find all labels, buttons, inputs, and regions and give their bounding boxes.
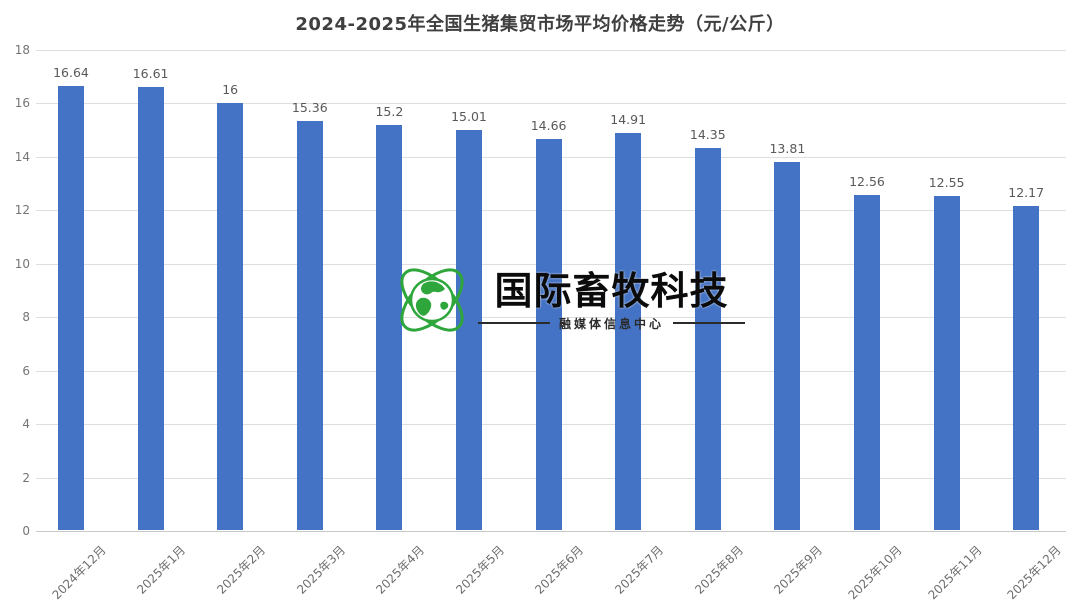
gridline — [36, 103, 1066, 105]
x-axis-tick-label: 2025年1月 — [134, 543, 189, 597]
bar-value-label: 12.55 — [928, 174, 965, 190]
bar-value-label: 13.81 — [769, 140, 806, 156]
bar — [1013, 205, 1040, 530]
y-axis-tick-label: 4 — [22, 417, 30, 432]
bar-value-label: 16.61 — [132, 66, 169, 82]
x-axis-tick-label: 2025年11月 — [925, 543, 985, 603]
y-axis-tick-label: 16 — [14, 96, 30, 111]
x-axis-tick-label: 2025年10月 — [845, 543, 905, 603]
chart-title: 2024-2025年全国生猪集贸市场平均价格走势（元/公斤） — [295, 14, 785, 35]
divider-line — [478, 322, 550, 324]
x-axis-tick-label: 2025年2月 — [214, 543, 269, 597]
x-axis-tick-label: 2024年12月 — [49, 543, 109, 603]
bar — [615, 132, 642, 530]
y-axis-tick-label: 6 — [22, 363, 30, 378]
bar — [535, 139, 562, 530]
bar-value-label: 14.35 — [689, 126, 726, 142]
globe-orbit-icon — [400, 268, 464, 332]
bar — [854, 195, 880, 530]
y-axis-tick-label: 10 — [14, 256, 30, 271]
divider-line — [673, 322, 746, 324]
watermark: 国际畜牧科技 融媒体信息中心 — [390, 258, 746, 342]
y-axis-tick-label: 0 — [22, 524, 30, 538]
bar — [217, 103, 244, 530]
bar — [296, 120, 323, 530]
x-axis-tick-label: 2025年4月 — [373, 543, 428, 597]
x-axis-tick-label: 2025年9月 — [771, 543, 826, 597]
bar-value-label: 14.91 — [610, 111, 647, 127]
bar-value-label: 16 — [222, 82, 239, 98]
x-axis-tick-label: 2025年5月 — [453, 543, 507, 597]
y-axis-tick-label: 2 — [22, 470, 30, 485]
bar-value-label: 12.17 — [1008, 184, 1045, 200]
bar-value-label: 15.2 — [375, 103, 404, 119]
bar — [456, 129, 482, 530]
y-axis-tick-label: 18 — [14, 43, 30, 57]
bar-value-label: 14.66 — [530, 118, 567, 134]
x-axis-tick-label: 2025年7月 — [612, 543, 667, 597]
y-axis-tick-label: 14 — [14, 149, 30, 164]
bar — [694, 147, 721, 530]
bar-value-label: 15.01 — [451, 108, 487, 124]
x-axis-tick-label: 2025年12月 — [1004, 543, 1065, 603]
bar-value-label: 16.64 — [53, 65, 89, 81]
bar — [376, 124, 403, 530]
watermark-brand: 国际畜牧科技 — [494, 268, 729, 313]
bar — [774, 161, 801, 530]
watermark-tagline-text: 融媒体信息中心 — [559, 316, 665, 331]
y-axis-tick-label: 8 — [22, 310, 30, 325]
x-axis-tick-label: 2025年8月 — [691, 543, 746, 597]
y-axis-tick-label: 12 — [14, 203, 30, 218]
watermark-tagline: 融媒体信息中心 — [478, 315, 746, 332]
x-axis-tick-label: 2025年6月 — [532, 543, 587, 597]
x-axis-tick-label: 2025年3月 — [293, 543, 348, 597]
gridline — [36, 50, 1066, 51]
bar — [58, 86, 84, 530]
bar — [137, 87, 164, 530]
bar-value-label: 12.56 — [849, 174, 885, 190]
bar-value-label: 15.36 — [291, 99, 328, 115]
bar — [933, 195, 960, 530]
x-axis-line — [36, 531, 1066, 532]
